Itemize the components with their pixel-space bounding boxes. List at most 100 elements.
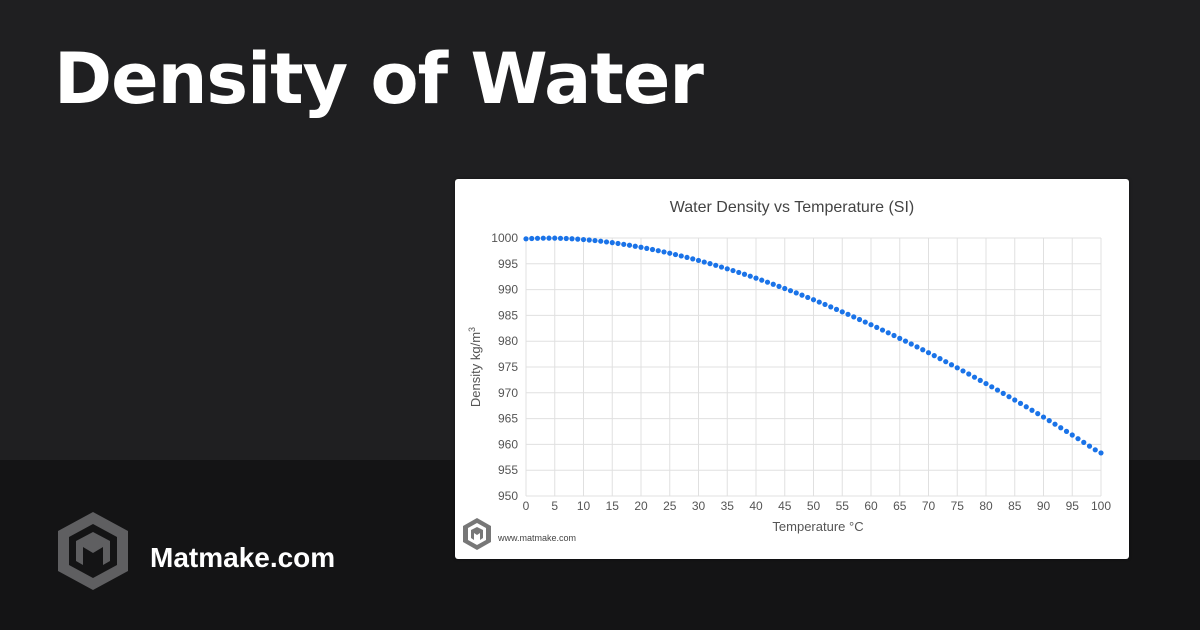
- x-tick-label: 95: [1066, 499, 1080, 513]
- data-point: [1035, 411, 1041, 417]
- data-point: [632, 243, 638, 249]
- data-point: [534, 235, 541, 241]
- data-point: [954, 365, 960, 371]
- data-point: [770, 281, 776, 287]
- data-point: [874, 324, 880, 330]
- data-point: [603, 239, 610, 245]
- data-point: [540, 235, 546, 241]
- data-point: [661, 249, 667, 255]
- data-point: [960, 368, 966, 374]
- data-point: [856, 316, 863, 323]
- data-point: [908, 341, 914, 347]
- x-tick-label: 70: [922, 499, 936, 513]
- y-tick-label: 955: [498, 463, 518, 477]
- x-tick-label: 65: [893, 499, 907, 513]
- y-tick-label: 995: [498, 257, 518, 271]
- data-point: [1081, 439, 1087, 445]
- data-point: [695, 257, 702, 264]
- x-tick-label: 20: [634, 499, 648, 513]
- data-point: [810, 297, 817, 303]
- density-chart: Water Density vs Temperature (SI) 950955…: [463, 199, 1111, 550]
- data-point: [966, 371, 972, 377]
- x-tick-label: 5: [551, 499, 558, 513]
- x-tick-label: 75: [951, 499, 965, 513]
- data-point: [701, 259, 707, 265]
- y-tick-label: 960: [498, 437, 518, 451]
- y-tick-label: 1000: [491, 231, 518, 245]
- x-tick-label: 90: [1037, 499, 1051, 513]
- data-point: [776, 283, 782, 289]
- data-point: [724, 266, 730, 272]
- data-point: [1069, 432, 1075, 438]
- data-point: [851, 314, 857, 320]
- data-point: [1023, 404, 1029, 410]
- data-point: [678, 253, 684, 259]
- data-point: [672, 251, 679, 258]
- data-point: [569, 236, 575, 242]
- y-tick-label: 965: [498, 412, 518, 426]
- data-point: [598, 238, 604, 244]
- data-point: [862, 319, 868, 325]
- data-point: [759, 277, 765, 283]
- y-tick-label: 950: [498, 489, 518, 503]
- y-axis-label: Density kg/m3: [467, 327, 483, 407]
- data-point: [1063, 428, 1070, 434]
- data-point: [753, 275, 759, 281]
- x-axis-label: Temperature °C: [772, 519, 863, 534]
- data-point: [879, 327, 886, 333]
- data-point: [1058, 425, 1064, 431]
- data-point: [799, 292, 805, 298]
- data-point: [816, 299, 822, 305]
- data-point: [736, 269, 742, 276]
- data-point: [822, 301, 828, 308]
- data-point: [529, 235, 535, 242]
- data-point: [828, 304, 834, 310]
- data-point: [885, 330, 891, 336]
- watermark-logo-icon: [463, 518, 491, 550]
- data-point: [948, 362, 955, 368]
- data-point: [868, 322, 874, 328]
- data-point: [920, 347, 926, 353]
- data-point: [971, 374, 978, 380]
- data-point: [621, 241, 627, 247]
- data-point: [667, 250, 673, 256]
- y-tick-label: 980: [498, 334, 518, 348]
- data-point: [609, 240, 615, 246]
- data-point: [845, 311, 851, 317]
- y-tick-label: 975: [498, 360, 518, 374]
- data-point: [914, 344, 920, 350]
- chart-card: Water Density vs Temperature (SI) 950 955…: [455, 179, 1129, 559]
- data-point: [552, 235, 558, 241]
- x-tick-label: 15: [606, 499, 620, 513]
- x-tick-label: 100: [1091, 499, 1111, 513]
- x-tick-label: 35: [721, 499, 735, 513]
- data-point: [747, 273, 753, 279]
- data-point: [575, 236, 581, 242]
- data-point: [1092, 447, 1098, 453]
- data-point: [931, 353, 937, 359]
- data-point: [793, 290, 799, 296]
- data-point: [1046, 418, 1052, 424]
- x-tick-label: 55: [836, 499, 850, 513]
- data-point: [782, 285, 788, 292]
- data-point: [644, 245, 650, 251]
- data-point: [592, 237, 598, 244]
- data-point: [1006, 394, 1012, 400]
- data-point: [983, 380, 989, 387]
- data-point: [897, 335, 903, 341]
- x-tick-label: 85: [1008, 499, 1022, 513]
- data-point: [833, 306, 840, 312]
- y-tick-label: 985: [498, 308, 518, 322]
- y-axis-label-main: Density kg/m: [468, 332, 483, 407]
- data-point: [546, 235, 552, 241]
- data-point: [523, 236, 529, 242]
- watermark-text: www.matmake.com: [497, 533, 576, 543]
- data-point: [787, 288, 794, 294]
- data-point: [1012, 397, 1018, 403]
- data-points: [523, 235, 1104, 456]
- data-point: [989, 384, 995, 390]
- data-point: [580, 236, 587, 243]
- data-point: [925, 350, 932, 356]
- data-point: [937, 356, 943, 362]
- data-point: [557, 235, 564, 241]
